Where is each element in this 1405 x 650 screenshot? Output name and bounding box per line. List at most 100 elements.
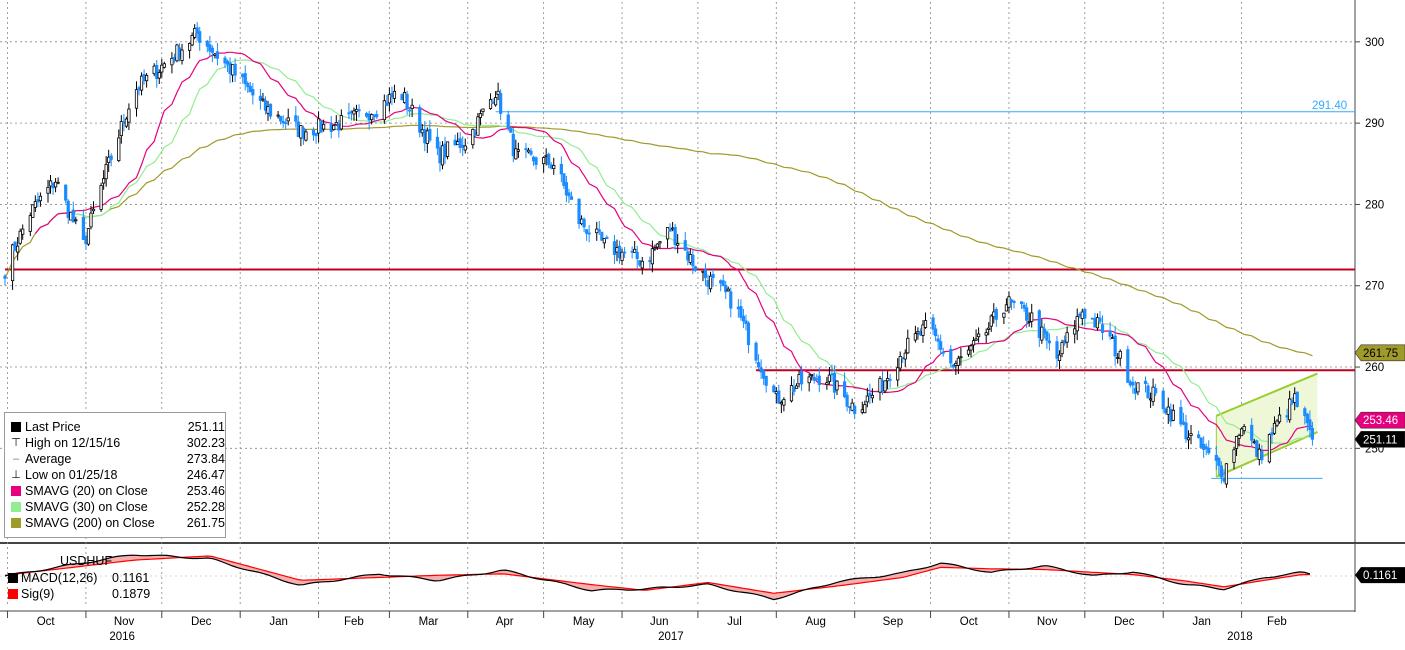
candle-body bbox=[529, 150, 533, 155]
macd-legend: USDHUF MACD(12,26) 0.1161 Sig(9) 0.1879 bbox=[4, 552, 156, 602]
legend-sig-value: 0.1879 bbox=[112, 587, 151, 601]
candle-body bbox=[782, 399, 786, 406]
candle-body bbox=[319, 121, 323, 133]
candle-body bbox=[683, 240, 687, 251]
candle-body bbox=[410, 104, 414, 109]
candle-body bbox=[367, 113, 371, 121]
candle-body bbox=[916, 331, 920, 334]
candle-body bbox=[949, 348, 953, 364]
candle-body bbox=[860, 409, 864, 413]
candle-body bbox=[759, 367, 763, 373]
candle-body bbox=[630, 250, 634, 253]
candle-body bbox=[746, 322, 751, 346]
candle-body bbox=[1204, 446, 1208, 450]
legend-high-value: 302.23 bbox=[186, 436, 225, 450]
candle-body bbox=[617, 245, 622, 259]
candle-body bbox=[71, 209, 75, 223]
candle-body bbox=[906, 337, 910, 354]
candle-body bbox=[1275, 420, 1279, 426]
candle-body bbox=[175, 44, 179, 62]
candle-body bbox=[741, 315, 746, 322]
sma200-swatch bbox=[11, 518, 21, 528]
candle-body bbox=[382, 100, 386, 121]
candle-body bbox=[1113, 335, 1117, 357]
candle-body bbox=[1257, 448, 1261, 460]
candle-body bbox=[1065, 332, 1069, 343]
candle-body bbox=[137, 87, 141, 91]
candle-body bbox=[195, 27, 199, 34]
candle-body bbox=[724, 284, 728, 293]
candle-body bbox=[208, 44, 212, 52]
candle-body bbox=[848, 406, 852, 408]
candle-body bbox=[686, 251, 690, 261]
candle-body bbox=[210, 47, 214, 53]
average-marker-icon: – bbox=[12, 453, 20, 465]
candle-body bbox=[488, 99, 493, 109]
sma200-tag: 261.75 bbox=[1363, 348, 1398, 360]
candle-body bbox=[633, 248, 637, 253]
candle-body bbox=[542, 157, 546, 165]
candle-body bbox=[526, 149, 531, 153]
candle-body bbox=[971, 340, 976, 346]
legend-sma200-value: 261.75 bbox=[186, 516, 225, 530]
candle-body bbox=[233, 63, 237, 76]
candle-body bbox=[853, 405, 857, 414]
candle-body bbox=[1151, 386, 1155, 402]
candle-body bbox=[941, 351, 945, 354]
candle-body bbox=[812, 376, 816, 381]
candle-body bbox=[1224, 463, 1229, 485]
candle-body bbox=[456, 141, 460, 146]
candle-body bbox=[547, 153, 551, 165]
candle-body bbox=[1252, 441, 1256, 443]
candle-body bbox=[190, 35, 194, 46]
candle-body bbox=[1219, 465, 1223, 478]
candle-body bbox=[134, 89, 139, 109]
candle-body bbox=[13, 241, 17, 251]
candle-body bbox=[655, 243, 660, 248]
candle-body bbox=[815, 378, 819, 381]
candle-body bbox=[921, 324, 925, 336]
candle-body bbox=[764, 375, 768, 386]
candle-body bbox=[605, 236, 609, 240]
candle-body bbox=[534, 157, 538, 165]
candle-body bbox=[1240, 428, 1244, 437]
candle-body bbox=[880, 380, 885, 392]
candle-body bbox=[81, 216, 85, 240]
candle-body bbox=[870, 394, 874, 399]
macd-tag-bg bbox=[1355, 567, 1405, 584]
candle-body bbox=[491, 101, 495, 104]
candle-body bbox=[1214, 454, 1218, 461]
candle-body bbox=[524, 148, 528, 150]
candle-body bbox=[1093, 318, 1097, 328]
candle-body bbox=[102, 178, 106, 184]
candle-body bbox=[579, 218, 584, 225]
candle-body bbox=[567, 192, 571, 197]
candle-body bbox=[1237, 434, 1241, 439]
candle-body bbox=[977, 333, 981, 338]
candle-body bbox=[597, 229, 601, 232]
candle-body bbox=[122, 121, 126, 124]
candle-body bbox=[1083, 308, 1087, 319]
candle-body bbox=[365, 113, 369, 117]
candle-body bbox=[31, 204, 35, 218]
candle-body bbox=[850, 402, 854, 411]
macd-signal-line bbox=[4, 555, 1310, 594]
candle-body bbox=[615, 247, 619, 253]
candle-body bbox=[1234, 436, 1239, 449]
candle-body bbox=[959, 356, 963, 359]
candle-body bbox=[299, 125, 303, 139]
candle-body bbox=[248, 85, 252, 93]
candle-body bbox=[296, 121, 300, 137]
candle-body bbox=[1131, 381, 1135, 386]
candle-body bbox=[992, 311, 996, 318]
candle-body bbox=[145, 75, 149, 82]
candle-body bbox=[721, 280, 725, 286]
candle-body bbox=[1232, 449, 1236, 463]
candle-body bbox=[883, 380, 887, 392]
sma20-tag-bg bbox=[1354, 411, 1405, 429]
candle-body bbox=[89, 212, 93, 228]
candle-body bbox=[1075, 316, 1079, 332]
candle-body bbox=[1171, 409, 1175, 421]
candle-body bbox=[1179, 407, 1183, 425]
legend-macd: MACD(12,26) 0.1161 bbox=[8, 571, 149, 585]
